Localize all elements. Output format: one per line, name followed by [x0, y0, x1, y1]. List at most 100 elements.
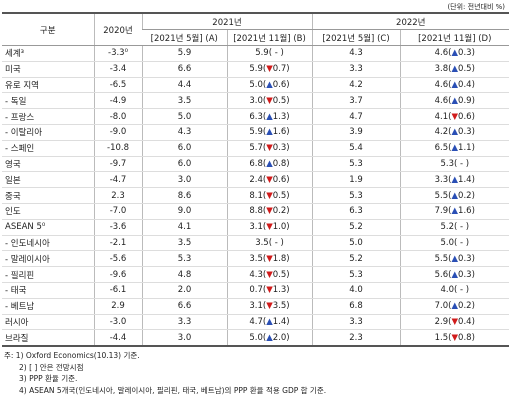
cell: 5.5(▲0.2): [399, 187, 510, 204]
row-label: - 인도네시아: [2, 235, 94, 252]
value: 5.6: [434, 269, 449, 280]
cell: 5.7(▼0.3): [226, 140, 313, 157]
forecast-table: 구분 2020년 2021년 2022년 [2021년 5월] (A) [2021년 1…: [2, 12, 510, 348]
cell: 5.2: [311, 219, 401, 236]
cell: 3.0(▼0.5): [226, 92, 313, 110]
value: 8.1: [249, 190, 263, 201]
change: (▼1.3): [262, 285, 290, 296]
value: 5.0: [440, 237, 454, 248]
table-row: 러시아 -3.0 3.3 4.7(▲1.4) 3.3 2.9(▼0.4): [2, 314, 510, 331]
table-row: 영국 -9.7 6.0 6.8(▲0.8) 5.3 5.3( - ): [2, 156, 510, 173]
cell: -6.1: [93, 282, 142, 299]
cell: -5.6: [93, 250, 142, 268]
cell: 2.3: [93, 187, 142, 204]
change: (▲0.9): [448, 95, 475, 106]
cell: 6.3: [311, 203, 401, 220]
cell: 2.4(▼0.6): [226, 171, 313, 189]
cell: 3.0: [141, 171, 227, 189]
change: (▲0.3): [448, 253, 475, 264]
change: (▼0.6): [448, 111, 475, 122]
cell: 8.8(▼0.2): [226, 203, 313, 220]
cell: 4.0( - ): [399, 282, 510, 299]
change: (▲1.4): [262, 316, 290, 327]
value: 5.0: [249, 79, 263, 90]
cell: 4.3: [311, 45, 401, 62]
cell: 3.5: [141, 92, 227, 110]
table-row: - 독일 -4.9 3.5 3.0(▼0.5) 3.7 4.6(▲0.9): [2, 92, 510, 110]
row-label: - 독일: [2, 92, 94, 110]
cell: 4.8: [141, 266, 227, 283]
cell: 5.0( - ): [399, 235, 510, 252]
value: 4.6: [434, 95, 449, 106]
cell: 8.1(▼0.5): [226, 187, 313, 204]
row-label: - 베트남: [2, 298, 94, 315]
cell: -3.6: [93, 219, 142, 236]
change: ( - ): [453, 285, 470, 296]
change: (▲0.8): [262, 158, 290, 169]
value: 2.4: [249, 174, 263, 185]
cell: 7.0(▲0.2): [399, 298, 510, 315]
change: (▲1.6): [262, 127, 290, 138]
cell: 5.4: [311, 140, 401, 157]
cell: 5.3( - ): [399, 156, 510, 173]
table-row: - 프랑스 -8.0 5.0 6.3(▲1.3) 4.7 4.1(▼0.6): [2, 108, 510, 125]
header: 2022년: [311, 12, 510, 30]
cell: 5.2: [311, 250, 401, 268]
cell: 1.5(▼0.8): [399, 329, 510, 348]
change: ( - ): [268, 237, 284, 248]
header: [2021년 5월] (A): [142, 29, 227, 46]
cell: 3.1(▼1.0): [226, 219, 313, 236]
change: (▼0.8): [448, 332, 475, 343]
value: 4.2: [434, 127, 449, 138]
note: 3) PPP 환율 기준.: [19, 374, 78, 383]
value: 5.3: [440, 158, 454, 169]
value: 4.1: [434, 111, 449, 122]
value: 5.2: [440, 222, 454, 233]
cell: 3.7: [311, 92, 401, 110]
cell: 2.9(▼0.4): [399, 314, 510, 331]
change: ( - ): [268, 48, 284, 59]
cell: 5.6(▲0.3): [399, 266, 510, 283]
value: 6.3: [249, 111, 263, 122]
change: (▲0.4): [448, 79, 475, 90]
change: (▲0.6): [262, 79, 290, 90]
value: 3.5: [255, 237, 269, 248]
change: (▲1.6): [448, 206, 475, 217]
cell: 3.1(▼3.5): [226, 298, 313, 315]
cell: 5.9(▲1.6): [226, 124, 313, 141]
change: (▲1.4): [448, 174, 475, 185]
value: 3.1: [249, 301, 263, 312]
value: 4.6: [434, 48, 449, 59]
change: (▼0.3): [262, 143, 290, 154]
cell: -3.0: [93, 314, 142, 331]
cell: 5.3: [141, 250, 227, 268]
cell: 4.4: [141, 77, 227, 94]
table-row: ASEAN 5⁰ -3.6 4.1 3.1(▼1.0) 5.2 5.2( - ): [2, 219, 510, 236]
header: [2021년 11월] (D): [399, 29, 510, 46]
table-row: 중국 2.3 8.6 8.1(▼0.5) 5.3 5.5(▲0.2): [2, 187, 510, 204]
note: 주: 1) Oxford Economics(10.13) 기준.: [4, 351, 140, 360]
cell: 4.1(▼0.6): [399, 108, 510, 125]
cell: 3.3: [141, 314, 227, 331]
cell: 3.0: [141, 329, 227, 348]
cell: 5.5(▲0.3): [399, 250, 510, 268]
cell: 3.8(▲0.5): [399, 61, 510, 78]
cell: 5.3: [311, 187, 401, 204]
value: 5.9: [249, 127, 263, 138]
change: (▼0.5): [262, 95, 290, 106]
cell: 3.3: [311, 61, 401, 78]
table-row: - 필리핀 -9.6 4.8 4.3(▼0.5) 5.3 5.6(▲0.3): [2, 266, 510, 283]
row-label: 러시아: [2, 314, 94, 331]
cell: 6.6: [141, 61, 227, 78]
change: (▲1.1): [448, 143, 475, 154]
row-label: - 프랑스: [2, 108, 94, 125]
cell: 4.1: [141, 219, 227, 236]
value: 5.7: [249, 143, 263, 154]
change: (▲2.0): [262, 332, 290, 343]
cell: 8.6: [141, 187, 227, 204]
value: 3.5: [249, 253, 263, 264]
table-row: - 인도네시아 -2.1 3.5 3.5( - ) 5.0 5.0( - ): [2, 235, 510, 252]
cell: 9.0: [141, 203, 227, 220]
value: 4.0: [440, 285, 454, 296]
cell: 2.9: [93, 298, 142, 315]
